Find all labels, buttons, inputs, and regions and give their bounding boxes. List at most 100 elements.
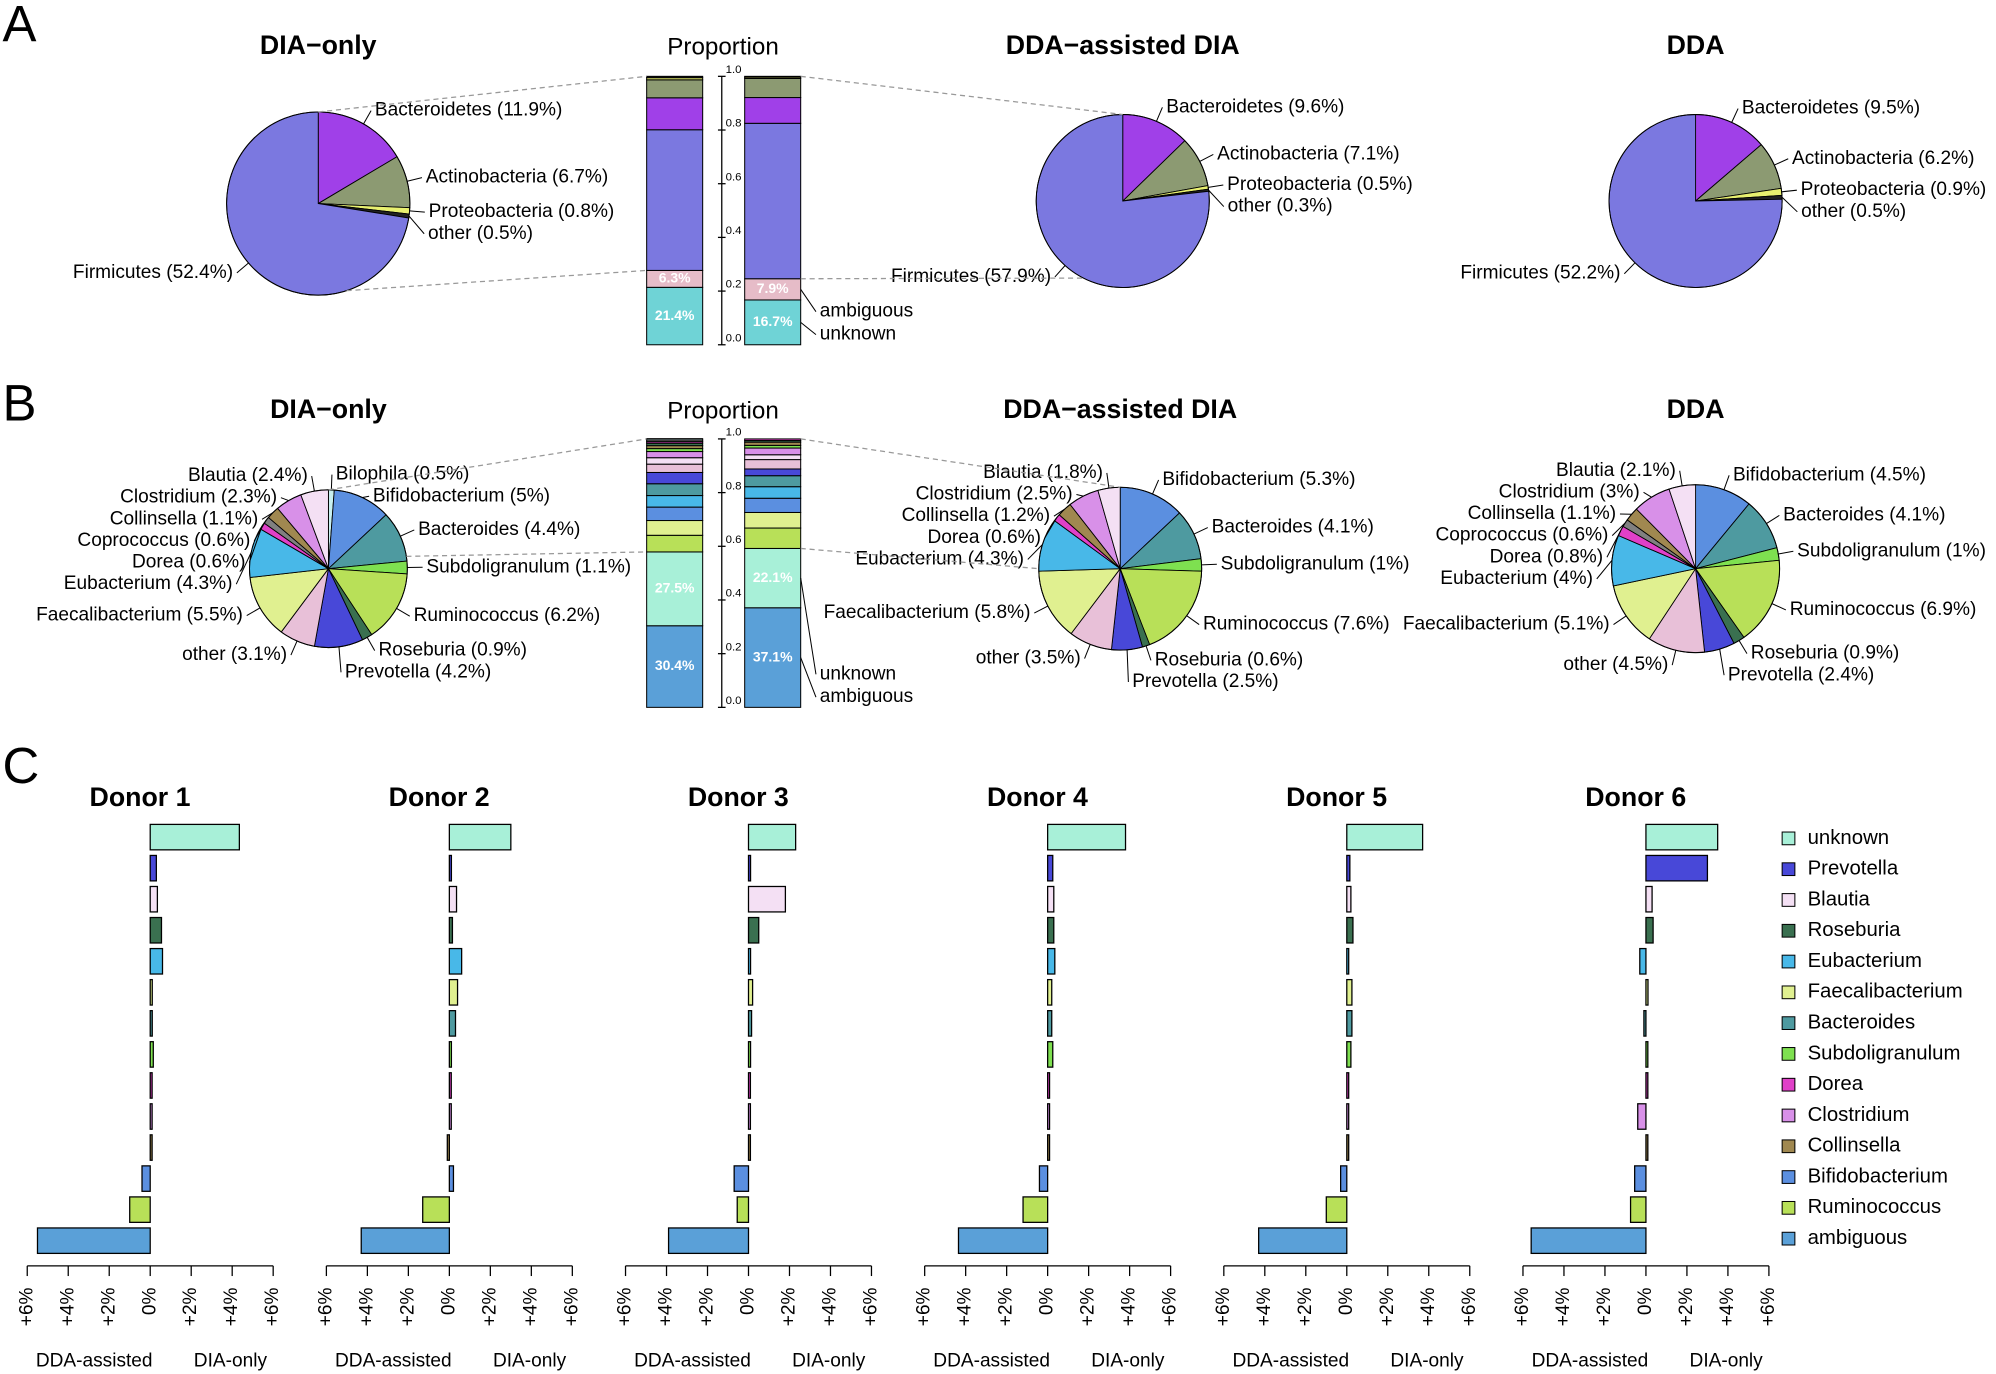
slice-label: Blautia (1.8%) <box>983 462 1103 483</box>
legend-label: Prevotella <box>1808 858 1899 880</box>
slice-label: Prevotella (2.4%) <box>1728 664 1874 685</box>
bar <box>141 1165 151 1192</box>
x-tick-label: +4% <box>1717 1287 1738 1326</box>
leader-line <box>1126 649 1129 683</box>
x-tick-label: +6% <box>1758 1287 1779 1326</box>
y-tick-label: 0.0 <box>726 332 742 344</box>
leader-line <box>1106 472 1110 489</box>
x-tick-label: +2% <box>1377 1287 1398 1326</box>
leader-line <box>1152 479 1160 495</box>
slice-label: Coprococcus (0.6%) <box>77 530 250 551</box>
leader-line <box>1186 615 1200 625</box>
bar-segment <box>744 511 802 529</box>
chart-title: Donor 1 <box>90 782 191 812</box>
bar-segment <box>744 475 802 488</box>
leader-line <box>409 210 425 213</box>
value-label: 37.1% <box>753 648 793 664</box>
slice-label: Bacteroidetes (9.5%) <box>1742 98 1920 119</box>
slice-label: Ruminococcus (6.2%) <box>414 605 601 626</box>
bar <box>747 854 752 882</box>
bar <box>747 1134 752 1161</box>
x-tick-label: +6% <box>315 1287 336 1326</box>
slice-label: Eubacterium (4.3%) <box>64 573 233 594</box>
bar <box>1047 1010 1053 1037</box>
slice-label: Subdoligranulum (1.1%) <box>426 556 631 577</box>
bar <box>747 885 787 913</box>
legend-swatch <box>1781 893 1796 907</box>
bar <box>1645 823 1719 851</box>
value-label: 21.4% <box>655 307 695 323</box>
bar <box>1346 1041 1352 1068</box>
leader-line <box>1771 603 1787 611</box>
bar <box>747 823 797 851</box>
panel-label: A <box>3 0 37 52</box>
bar <box>149 854 157 882</box>
chart-title: Proportion <box>667 34 778 61</box>
slice-label: Roseburia (0.9%) <box>1751 643 1899 664</box>
slice-label: Actinobacteria (7.1%) <box>1217 144 1399 165</box>
x-tick-label: +6% <box>1459 1287 1480 1326</box>
legend-label: Bifidobacterium <box>1808 1165 1948 1187</box>
bar <box>36 1227 151 1255</box>
slice-label: Eubacterium (4.3%) <box>855 548 1024 569</box>
bar <box>1047 947 1056 975</box>
x-tick-label: +6% <box>615 1287 636 1326</box>
bar <box>1038 1165 1049 1192</box>
legend-label: ambiguous <box>1808 1227 1908 1249</box>
connector <box>318 75 647 113</box>
x-tick-label: 0% <box>139 1287 160 1315</box>
slice-label: Proteobacteria (0.9%) <box>1801 179 1987 200</box>
slice-label: Blautia (2.1%) <box>1556 460 1676 481</box>
legend-label: Roseburia <box>1808 919 1902 941</box>
slice-label: Clostridium (3%) <box>1499 481 1640 502</box>
x-axis-label: DDA-assisted <box>933 1350 1050 1371</box>
bar-segment <box>646 286 704 346</box>
slice-label: Proteobacteria (0.8%) <box>429 201 615 222</box>
slice-label: Bacteroidetes (9.6%) <box>1166 96 1344 117</box>
bar-segment <box>744 122 802 280</box>
value-label: 6.3% <box>659 270 691 286</box>
bar <box>448 1010 457 1037</box>
x-tick-label: +2% <box>397 1287 418 1326</box>
bar <box>1346 823 1424 851</box>
slice-label: Faecalibacterium (5.5%) <box>36 605 243 626</box>
leader-line <box>800 578 817 675</box>
leader-line <box>800 289 817 312</box>
slice-label: Clostridium (2.3%) <box>120 487 277 508</box>
bar <box>1639 947 1647 975</box>
slice-label: Blautia (2.4%) <box>188 465 308 486</box>
slice-label: Collinsella (1.1%) <box>1468 503 1616 524</box>
leader-line <box>400 529 415 537</box>
slice-label: Bifidobacterium (5%) <box>373 485 550 506</box>
legend-label: Dorea <box>1808 1073 1864 1095</box>
bar <box>667 1227 750 1255</box>
slice-label: Bacteroides (4.1%) <box>1212 517 1374 538</box>
bar <box>1047 1103 1051 1130</box>
legend-swatch <box>1781 1108 1796 1123</box>
leader-line <box>1084 644 1091 659</box>
x-tick-label: +6% <box>262 1287 283 1326</box>
bar-segment <box>646 520 704 536</box>
leader-line <box>407 177 423 182</box>
pie-outline <box>1608 113 1783 289</box>
slice-label: Ruminococcus (6.9%) <box>1790 599 1977 620</box>
x-tick-label: 0% <box>1635 1287 1656 1315</box>
bar <box>1022 1196 1049 1223</box>
bar-segment <box>744 447 802 456</box>
x-tick-label: +4% <box>1119 1287 1140 1326</box>
connector <box>800 438 1121 488</box>
x-axis-label: DDA-assisted <box>634 1350 751 1371</box>
bar <box>1047 1041 1054 1068</box>
leader-line <box>1774 158 1789 166</box>
x-axis-label: DDA-assisted <box>36 1350 153 1371</box>
slice-label: Faecalibacterium (5.8%) <box>824 602 1031 623</box>
bar <box>1645 885 1653 913</box>
legend-label: Bacteroides <box>1808 1011 1916 1033</box>
legend-swatch <box>1781 1200 1796 1215</box>
x-tick-label: +4% <box>820 1287 841 1326</box>
bar <box>448 978 459 1006</box>
x-axis-label: DIA-only <box>194 1350 268 1371</box>
leader-line <box>366 637 376 651</box>
bar <box>149 916 163 944</box>
x-tick-label: +6% <box>1213 1287 1234 1326</box>
